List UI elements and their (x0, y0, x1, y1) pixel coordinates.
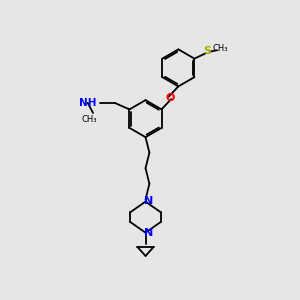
Text: CH₃: CH₃ (81, 115, 97, 124)
Text: CH₃: CH₃ (213, 44, 228, 53)
Text: NH: NH (79, 98, 96, 108)
Text: S: S (203, 46, 211, 56)
Text: N: N (145, 228, 154, 238)
Text: O: O (165, 93, 175, 103)
Text: N: N (145, 196, 154, 206)
